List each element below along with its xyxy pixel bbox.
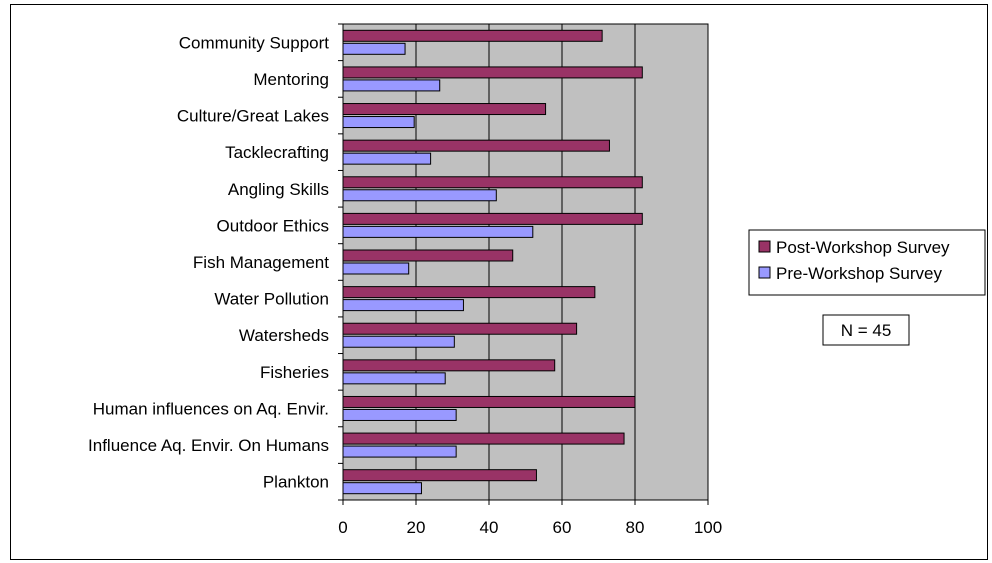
legend-label: Post-Workshop Survey	[776, 238, 950, 257]
bar-pre-workshop	[342, 225, 534, 238]
bar-pre-workshop	[342, 116, 415, 129]
category-label: Tacklecrafting	[225, 143, 329, 162]
category-label: Plankton	[263, 473, 329, 492]
bar-pre-workshop	[342, 262, 410, 275]
category-label: Water Pollution	[214, 290, 329, 309]
sample-size-label: N = 45	[841, 321, 892, 340]
sample-size-box	[822, 314, 910, 346]
bar-post-workshop	[342, 395, 636, 408]
category-label: Fisheries	[260, 363, 329, 382]
bar-post-workshop	[342, 103, 547, 116]
bar-post-workshop	[342, 176, 643, 189]
bar-post-workshop	[342, 66, 643, 79]
bar-post-workshop	[342, 359, 556, 372]
bar-pre-workshop	[342, 299, 464, 312]
legend-label: Pre-Workshop Survey	[776, 264, 942, 283]
bar-pre-workshop	[342, 42, 406, 55]
legend-swatch	[758, 266, 771, 279]
category-label: Influence Aq. Envir. On Humans	[88, 436, 329, 455]
category-label: Community Support	[179, 33, 330, 52]
bar-post-workshop	[342, 469, 537, 482]
bar-post-workshop	[342, 322, 578, 335]
x-tick-label: 100	[694, 518, 722, 537]
bar-post-workshop	[342, 286, 596, 299]
category-label: Outdoor Ethics	[217, 216, 329, 235]
bar-pre-workshop	[342, 189, 497, 202]
bar-pre-workshop	[342, 445, 457, 458]
bar-post-workshop	[342, 29, 603, 42]
category-label: Culture/Great Lakes	[177, 107, 329, 126]
legend-box	[748, 229, 986, 296]
category-label: Fish Management	[193, 253, 329, 272]
bar-pre-workshop	[342, 152, 432, 165]
x-tick-label: 20	[407, 518, 426, 537]
bar-pre-workshop	[342, 408, 457, 421]
bar-post-workshop	[342, 212, 643, 225]
bar-pre-workshop	[342, 482, 422, 495]
x-tick-label: 80	[626, 518, 645, 537]
category-label: Mentoring	[253, 70, 329, 89]
category-label: Human influences on Aq. Envir.	[93, 399, 329, 418]
x-tick-label: 40	[480, 518, 499, 537]
category-label: Watersheds	[239, 326, 329, 345]
bar-post-workshop	[342, 139, 610, 152]
plot-area	[342, 23, 709, 501]
bar-post-workshop	[342, 249, 514, 262]
bar-pre-workshop	[342, 79, 441, 92]
bar-post-workshop	[342, 432, 625, 445]
bar-pre-workshop	[342, 372, 446, 385]
bar-pre-workshop	[342, 335, 455, 348]
x-tick-label: 60	[553, 518, 572, 537]
category-label: Angling Skills	[228, 180, 329, 199]
legend-swatch	[758, 240, 771, 253]
x-tick-label: 0	[338, 518, 347, 537]
